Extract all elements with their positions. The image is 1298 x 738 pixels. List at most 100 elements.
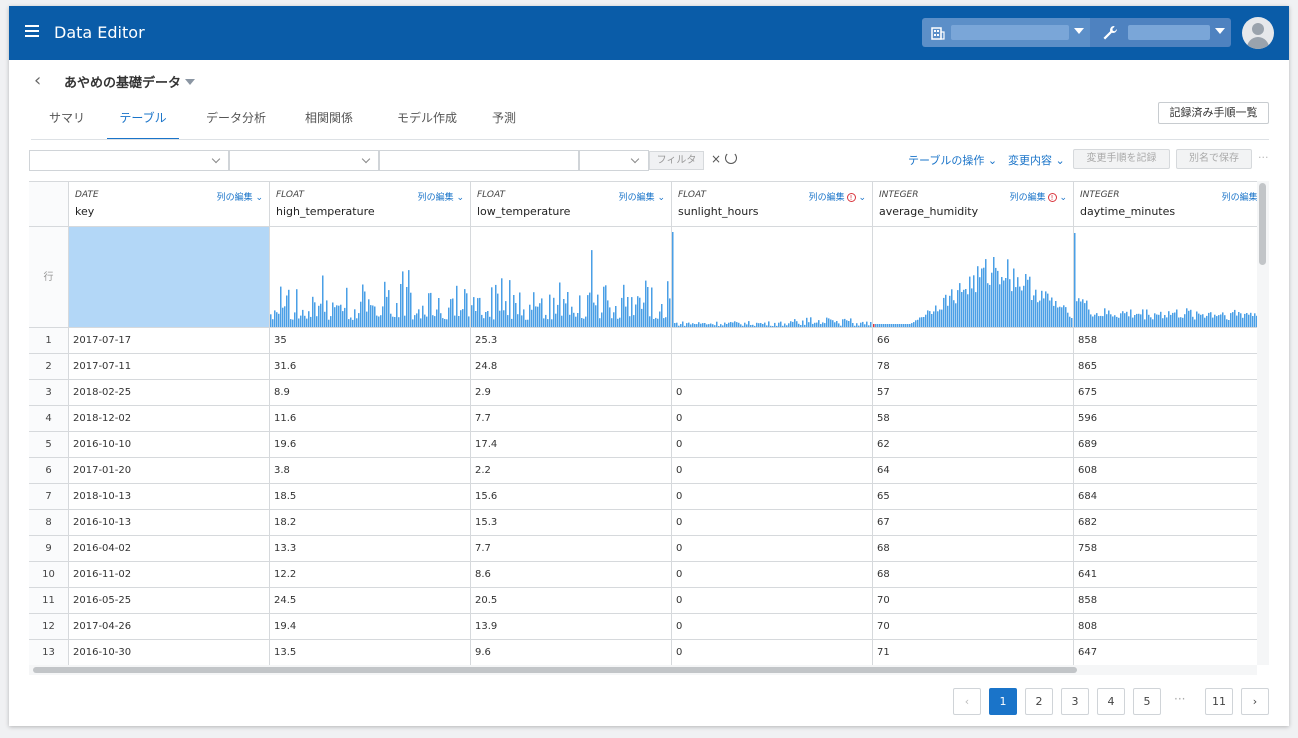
row-number[interactable]: 4	[29, 406, 69, 432]
table-cell[interactable]: 689	[1074, 432, 1257, 458]
refresh-icon[interactable]	[725, 152, 737, 164]
table-cell[interactable]: 35	[270, 328, 471, 354]
table-cell[interactable]: 58	[873, 406, 1074, 432]
table-cell[interactable]: 675	[1074, 380, 1257, 406]
row-number[interactable]: 1	[29, 328, 69, 354]
table-cell[interactable]: 15.6	[471, 484, 672, 510]
table-cell[interactable]: 24.8	[471, 354, 672, 380]
row-number[interactable]: 5	[29, 432, 69, 458]
row-number[interactable]: 6	[29, 458, 69, 484]
table-cell[interactable]: 19.6	[270, 432, 471, 458]
table-cell[interactable]: 13.3	[270, 536, 471, 562]
tab-summary[interactable]: サマリ	[48, 111, 85, 125]
apply-filter-button[interactable]: フィルタ	[649, 151, 704, 170]
next-page-button[interactable]: ›	[1241, 688, 1269, 715]
row-number[interactable]: 12	[29, 614, 69, 640]
table-cell[interactable]: 17.4	[471, 432, 672, 458]
table-cell[interactable]: 0	[672, 484, 873, 510]
table-cell[interactable]: 0	[672, 406, 873, 432]
table-cell[interactable]: 2018-02-25	[69, 380, 270, 406]
table-cell[interactable]: 2016-04-02	[69, 536, 270, 562]
vertical-scrollbar-thumb[interactable]	[1259, 183, 1266, 265]
table-cell[interactable]: 2017-01-20	[69, 458, 270, 484]
page-5-button[interactable]: 5	[1133, 688, 1161, 715]
recorded-steps-button[interactable]: 記録済み手順一覧	[1158, 102, 1269, 124]
dataset-menu-caret-icon[interactable]	[185, 79, 195, 85]
table-cell[interactable]: 0	[672, 510, 873, 536]
row-number[interactable]: 7	[29, 484, 69, 510]
horizontal-scrollbar-thumb[interactable]	[33, 667, 1077, 673]
row-number[interactable]: 2	[29, 354, 69, 380]
save-steps-button[interactable]: 変更手順を記録	[1073, 149, 1170, 169]
table-cell[interactable]: 57	[873, 380, 1074, 406]
page-3-button[interactable]: 3	[1061, 688, 1089, 715]
column-histogram[interactable]	[1074, 227, 1257, 328]
edit-column-button[interactable]: 列の編集! ⌄	[809, 190, 866, 203]
edit-column-button[interactable]: 列の編集 ⌄	[1222, 190, 1257, 203]
page-2-button[interactable]: 2	[1025, 688, 1053, 715]
column-histogram[interactable]	[873, 227, 1074, 328]
table-cell[interactable]: 682	[1074, 510, 1257, 536]
table-cell[interactable]: 2018-10-13	[69, 484, 270, 510]
table-cell[interactable]: 18.2	[270, 510, 471, 536]
menu-icon[interactable]	[25, 25, 39, 39]
row-number[interactable]: 8	[29, 510, 69, 536]
table-operations-menu[interactable]: テーブルの操作 ⌄	[908, 154, 998, 167]
table-cell[interactable]: 70	[873, 614, 1074, 640]
table-cell[interactable]: 25.3	[471, 328, 672, 354]
table-cell[interactable]	[672, 354, 873, 380]
table-cell[interactable]: 2016-10-13	[69, 510, 270, 536]
page-11-button[interactable]: 11	[1205, 688, 1233, 715]
filter-logic-select[interactable]	[579, 150, 649, 171]
table-cell[interactable]: 2018-12-02	[69, 406, 270, 432]
column-histogram[interactable]	[471, 227, 672, 328]
row-number[interactable]: 11	[29, 588, 69, 614]
table-cell[interactable]: 20.5	[471, 588, 672, 614]
table-cell[interactable]: 2017-07-11	[69, 354, 270, 380]
filter-value-input[interactable]	[379, 150, 579, 171]
table-cell[interactable]: 0	[672, 458, 873, 484]
table-cell[interactable]: 2017-04-26	[69, 614, 270, 640]
more-options-icon[interactable]: ···	[1258, 151, 1269, 164]
table-cell[interactable]: 808	[1074, 614, 1257, 640]
table-cell[interactable]: 596	[1074, 406, 1257, 432]
filter-operator-select[interactable]	[229, 150, 379, 171]
tab-model-building[interactable]: モデル作成	[396, 111, 457, 125]
table-cell[interactable]: 647	[1074, 640, 1257, 665]
table-cell[interactable]: 12.2	[270, 562, 471, 588]
table-cell[interactable]: 641	[1074, 562, 1257, 588]
table-cell[interactable]: 2016-10-10	[69, 432, 270, 458]
table-cell[interactable]: 66	[873, 328, 1074, 354]
row-number[interactable]: 9	[29, 536, 69, 562]
table-cell[interactable]: 0	[672, 614, 873, 640]
table-cell[interactable]: 2017-07-17	[69, 328, 270, 354]
table-cell[interactable]: 9.6	[471, 640, 672, 665]
table-cell[interactable]: 8.6	[471, 562, 672, 588]
edit-column-button[interactable]: 列の編集 ⌄	[217, 190, 263, 203]
table-cell[interactable]: 19.4	[270, 614, 471, 640]
table-cell[interactable]: 608	[1074, 458, 1257, 484]
table-cell[interactable]: 858	[1074, 328, 1257, 354]
table-cell[interactable]: 8.9	[270, 380, 471, 406]
table-cell[interactable]: 78	[873, 354, 1074, 380]
table-cell[interactable]: 13.5	[270, 640, 471, 665]
table-cell[interactable]: 2016-11-02	[69, 562, 270, 588]
table-cell[interactable]: 70	[873, 588, 1074, 614]
tab-correlation[interactable]: 相関関係	[304, 111, 353, 125]
table-cell[interactable]: 2.9	[471, 380, 672, 406]
table-cell[interactable]: 858	[1074, 588, 1257, 614]
table-cell[interactable]: 24.5	[270, 588, 471, 614]
row-number[interactable]: 13	[29, 640, 69, 665]
save-as-button[interactable]: 別名で保存	[1176, 149, 1252, 169]
table-cell[interactable]: 2016-10-30	[69, 640, 270, 665]
page-4-button[interactable]: 4	[1097, 688, 1125, 715]
clear-filter-icon[interactable]: ×	[711, 152, 722, 166]
edit-column-button[interactable]: 列の編集 ⌄	[418, 190, 464, 203]
back-chevron-icon[interactable]: ‹	[34, 70, 42, 91]
table-cell[interactable]: 62	[873, 432, 1074, 458]
edit-column-button[interactable]: 列の編集! ⌄	[1010, 190, 1067, 203]
column-histogram[interactable]	[270, 227, 471, 328]
table-cell[interactable]: 18.5	[270, 484, 471, 510]
table-cell[interactable]: 65	[873, 484, 1074, 510]
table-cell[interactable]: 64	[873, 458, 1074, 484]
